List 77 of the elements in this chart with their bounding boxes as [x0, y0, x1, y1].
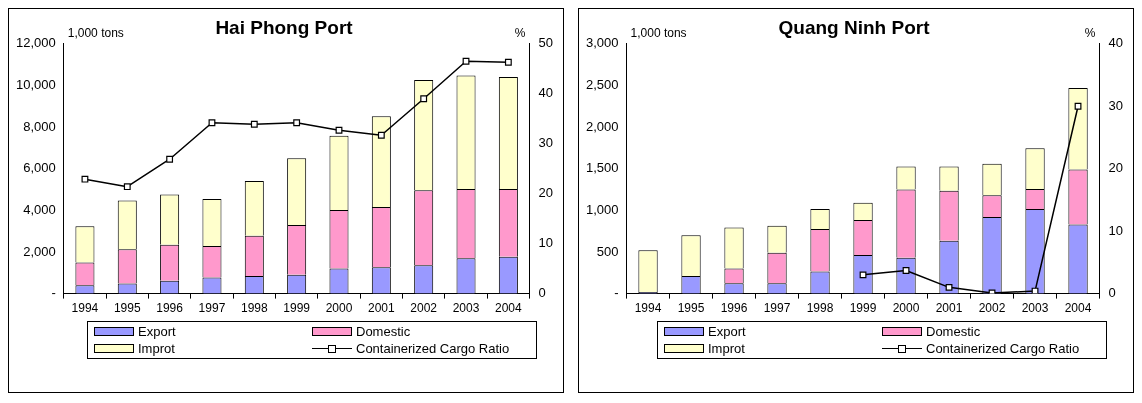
- y2-tick-label: 50: [538, 35, 554, 51]
- x-tick-label: 1998: [806, 301, 834, 316]
- legend-label: Export: [138, 324, 176, 339]
- x-tick-label: 1999: [283, 301, 311, 316]
- point: [859, 271, 867, 279]
- point: [123, 183, 131, 191]
- point: [250, 120, 258, 128]
- y-tick-label: 8,000: [23, 118, 56, 134]
- y-tick-label: -: [614, 285, 619, 301]
- y2-tick-label: 20: [1108, 160, 1124, 176]
- y-tick-label: -: [51, 285, 56, 301]
- x-tick-label: 2003: [452, 301, 480, 316]
- point: [208, 119, 216, 127]
- point: [420, 95, 428, 103]
- y-tick-label: 500: [596, 243, 619, 259]
- y-tick-label: 3,000: [585, 35, 619, 51]
- y-tick-label: 6,000: [23, 160, 56, 176]
- y2-tick-label: 40: [538, 85, 554, 101]
- x-tick-label: 2004: [1064, 301, 1092, 316]
- y2-tick-label: 0: [1108, 285, 1116, 301]
- point: [377, 131, 385, 139]
- x-tick-label: 2000: [325, 301, 353, 316]
- y2-tick-label: 0: [538, 285, 546, 301]
- legend-label: Domestic: [356, 324, 411, 339]
- y-tick-label: 2,500: [585, 77, 619, 93]
- x-tick-label: 1995: [677, 301, 705, 316]
- y2-tick-label: 30: [538, 135, 554, 151]
- point: [462, 57, 470, 65]
- y-tick-label: 1,500: [585, 160, 619, 176]
- y-tick-label: 4,000: [23, 201, 56, 217]
- x-tick-label: 1997: [198, 301, 226, 316]
- x-tick-label: 1997: [763, 301, 791, 316]
- x-tick-label: 1998: [240, 301, 268, 316]
- legend-label: Containerized Cargo Ratio: [926, 341, 1080, 356]
- x-tick-label: 2000: [892, 301, 920, 316]
- x-tick-label: 2003: [1021, 301, 1049, 316]
- point: [1074, 102, 1082, 110]
- y-tick-label: 2,000: [23, 243, 56, 259]
- legend-label: Containerized Cargo Ratio: [356, 341, 510, 356]
- legend-label: Export: [708, 324, 746, 339]
- x-tick-label: 2001: [367, 301, 396, 316]
- point: [1031, 287, 1039, 294]
- legend-label: Improt: [708, 341, 745, 356]
- x-tick-label: 1994: [634, 301, 662, 316]
- legend-label: Improt: [138, 341, 175, 356]
- y-tick-label: 2,000: [585, 118, 619, 134]
- point: [81, 175, 89, 183]
- legend-label: Domestic: [926, 324, 981, 339]
- x-tick-label: 2001: [935, 301, 963, 316]
- point: [166, 155, 174, 163]
- point: [293, 119, 301, 127]
- y-axis-title: 1,000 tons: [67, 26, 124, 41]
- x-tick-label: 1994: [71, 301, 99, 316]
- y2-axis-title: %: [514, 26, 526, 41]
- y-tick-label: 1,000: [585, 201, 619, 217]
- y2-tick-label: 30: [1108, 97, 1124, 113]
- x-tick-label: 1996: [156, 301, 184, 316]
- y-axis-title: 1,000 tons: [630, 26, 687, 41]
- y2-tick-label: 20: [538, 185, 554, 201]
- y2-tick-label: 10: [1108, 222, 1124, 238]
- point: [335, 126, 343, 134]
- y-tick-label: 10,000: [16, 77, 56, 93]
- y2-tick-label: 40: [1108, 35, 1124, 51]
- x-tick-label: 1999: [849, 301, 877, 316]
- x-tick-label: 2004: [495, 301, 523, 316]
- point: [945, 283, 953, 291]
- x-tick-label: 2002: [410, 301, 438, 316]
- x-tick-label: 2002: [978, 301, 1006, 316]
- y2-tick-label: 10: [538, 235, 554, 251]
- x-tick-label: 1996: [720, 301, 748, 316]
- point: [504, 58, 512, 66]
- chart-title: Hai Phong Port: [215, 16, 354, 38]
- y2-axis-title: %: [1084, 26, 1096, 41]
- chart-title: Quang Ninh Port: [778, 16, 931, 38]
- x-tick-label: 1995: [113, 301, 141, 316]
- point: [902, 267, 910, 274]
- y-tick-label: 12,000: [16, 35, 56, 51]
